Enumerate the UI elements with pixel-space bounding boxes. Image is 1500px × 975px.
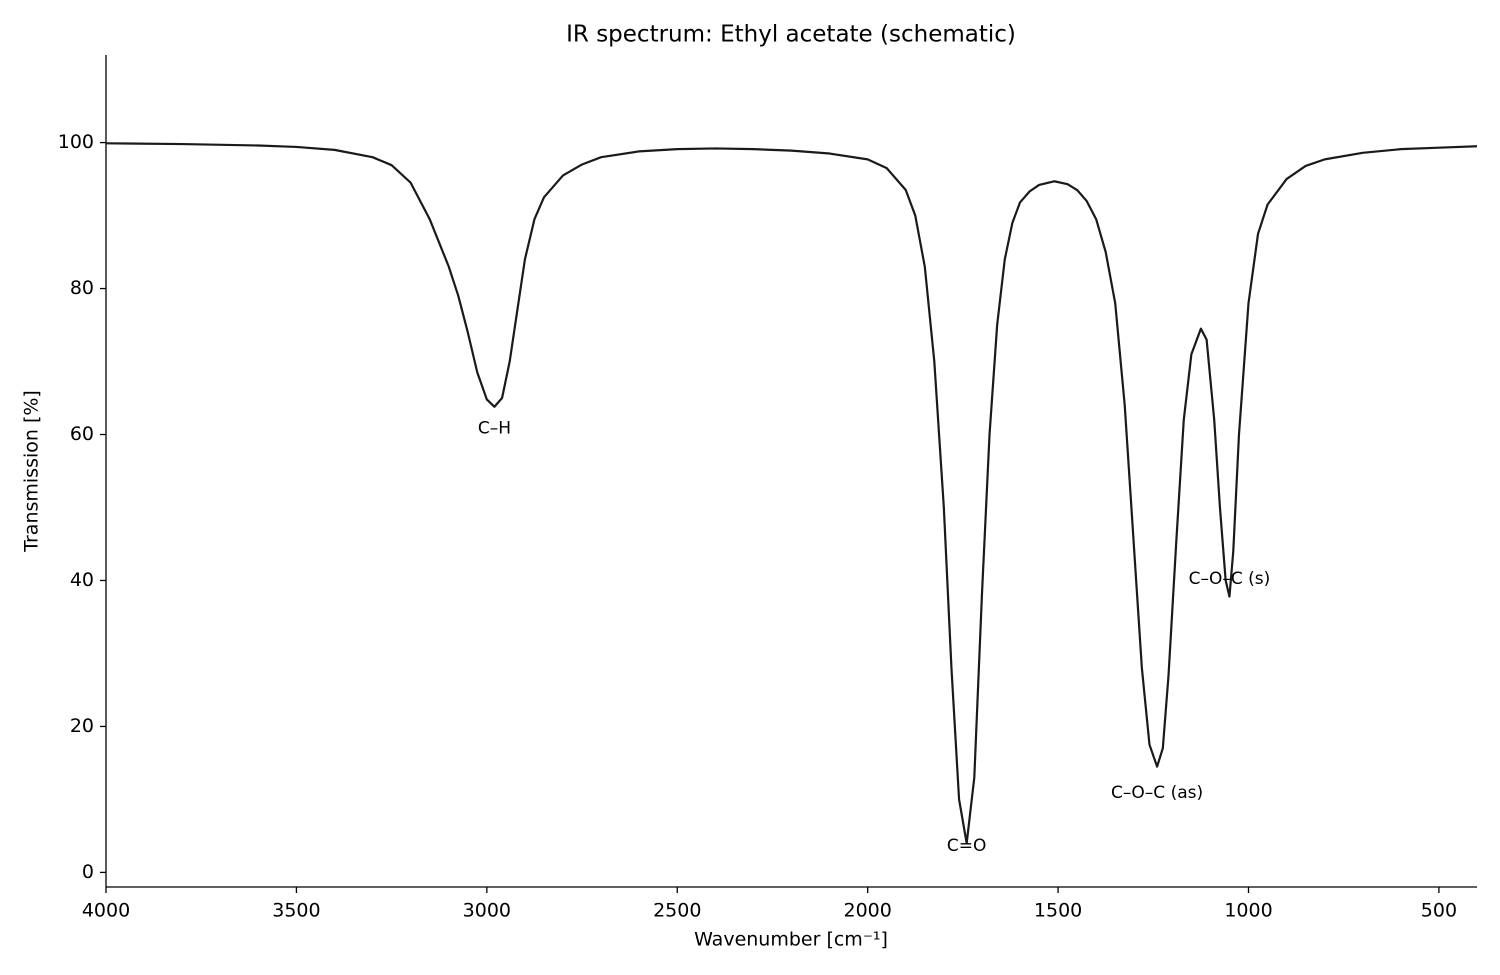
peak-annotation: C–O–C (s) bbox=[1189, 569, 1271, 589]
y-tick-label: 20 bbox=[70, 715, 94, 737]
x-tick-label: 1000 bbox=[1224, 900, 1272, 922]
x-tick-label: 2000 bbox=[843, 900, 891, 922]
y-tick-label: 40 bbox=[70, 569, 94, 591]
peak-annotation: C–O–C (as) bbox=[1111, 783, 1203, 803]
y-axis-label: Transmission [%] bbox=[21, 390, 43, 553]
x-tick-label: 1500 bbox=[1034, 900, 1082, 922]
y-tick-label: 80 bbox=[70, 277, 94, 299]
y-tick-label: 100 bbox=[58, 131, 94, 153]
x-tick-label: 500 bbox=[1421, 900, 1457, 922]
peak-annotation: C–H bbox=[478, 419, 511, 439]
x-tick-label: 3500 bbox=[272, 900, 320, 922]
x-tick-label: 4000 bbox=[82, 900, 130, 922]
x-axis-label: Wavenumber [cm⁻¹] bbox=[694, 929, 888, 951]
peak-annotation: C=O bbox=[947, 836, 987, 856]
chart-title: IR spectrum: Ethyl acetate (schematic) bbox=[566, 22, 1016, 48]
spectrum-line bbox=[105, 142, 1478, 845]
x-tick-label: 3000 bbox=[463, 900, 511, 922]
y-tick-label: 60 bbox=[70, 423, 94, 445]
x-tick-label: 2500 bbox=[653, 900, 701, 922]
y-tick-label: 0 bbox=[82, 861, 94, 883]
